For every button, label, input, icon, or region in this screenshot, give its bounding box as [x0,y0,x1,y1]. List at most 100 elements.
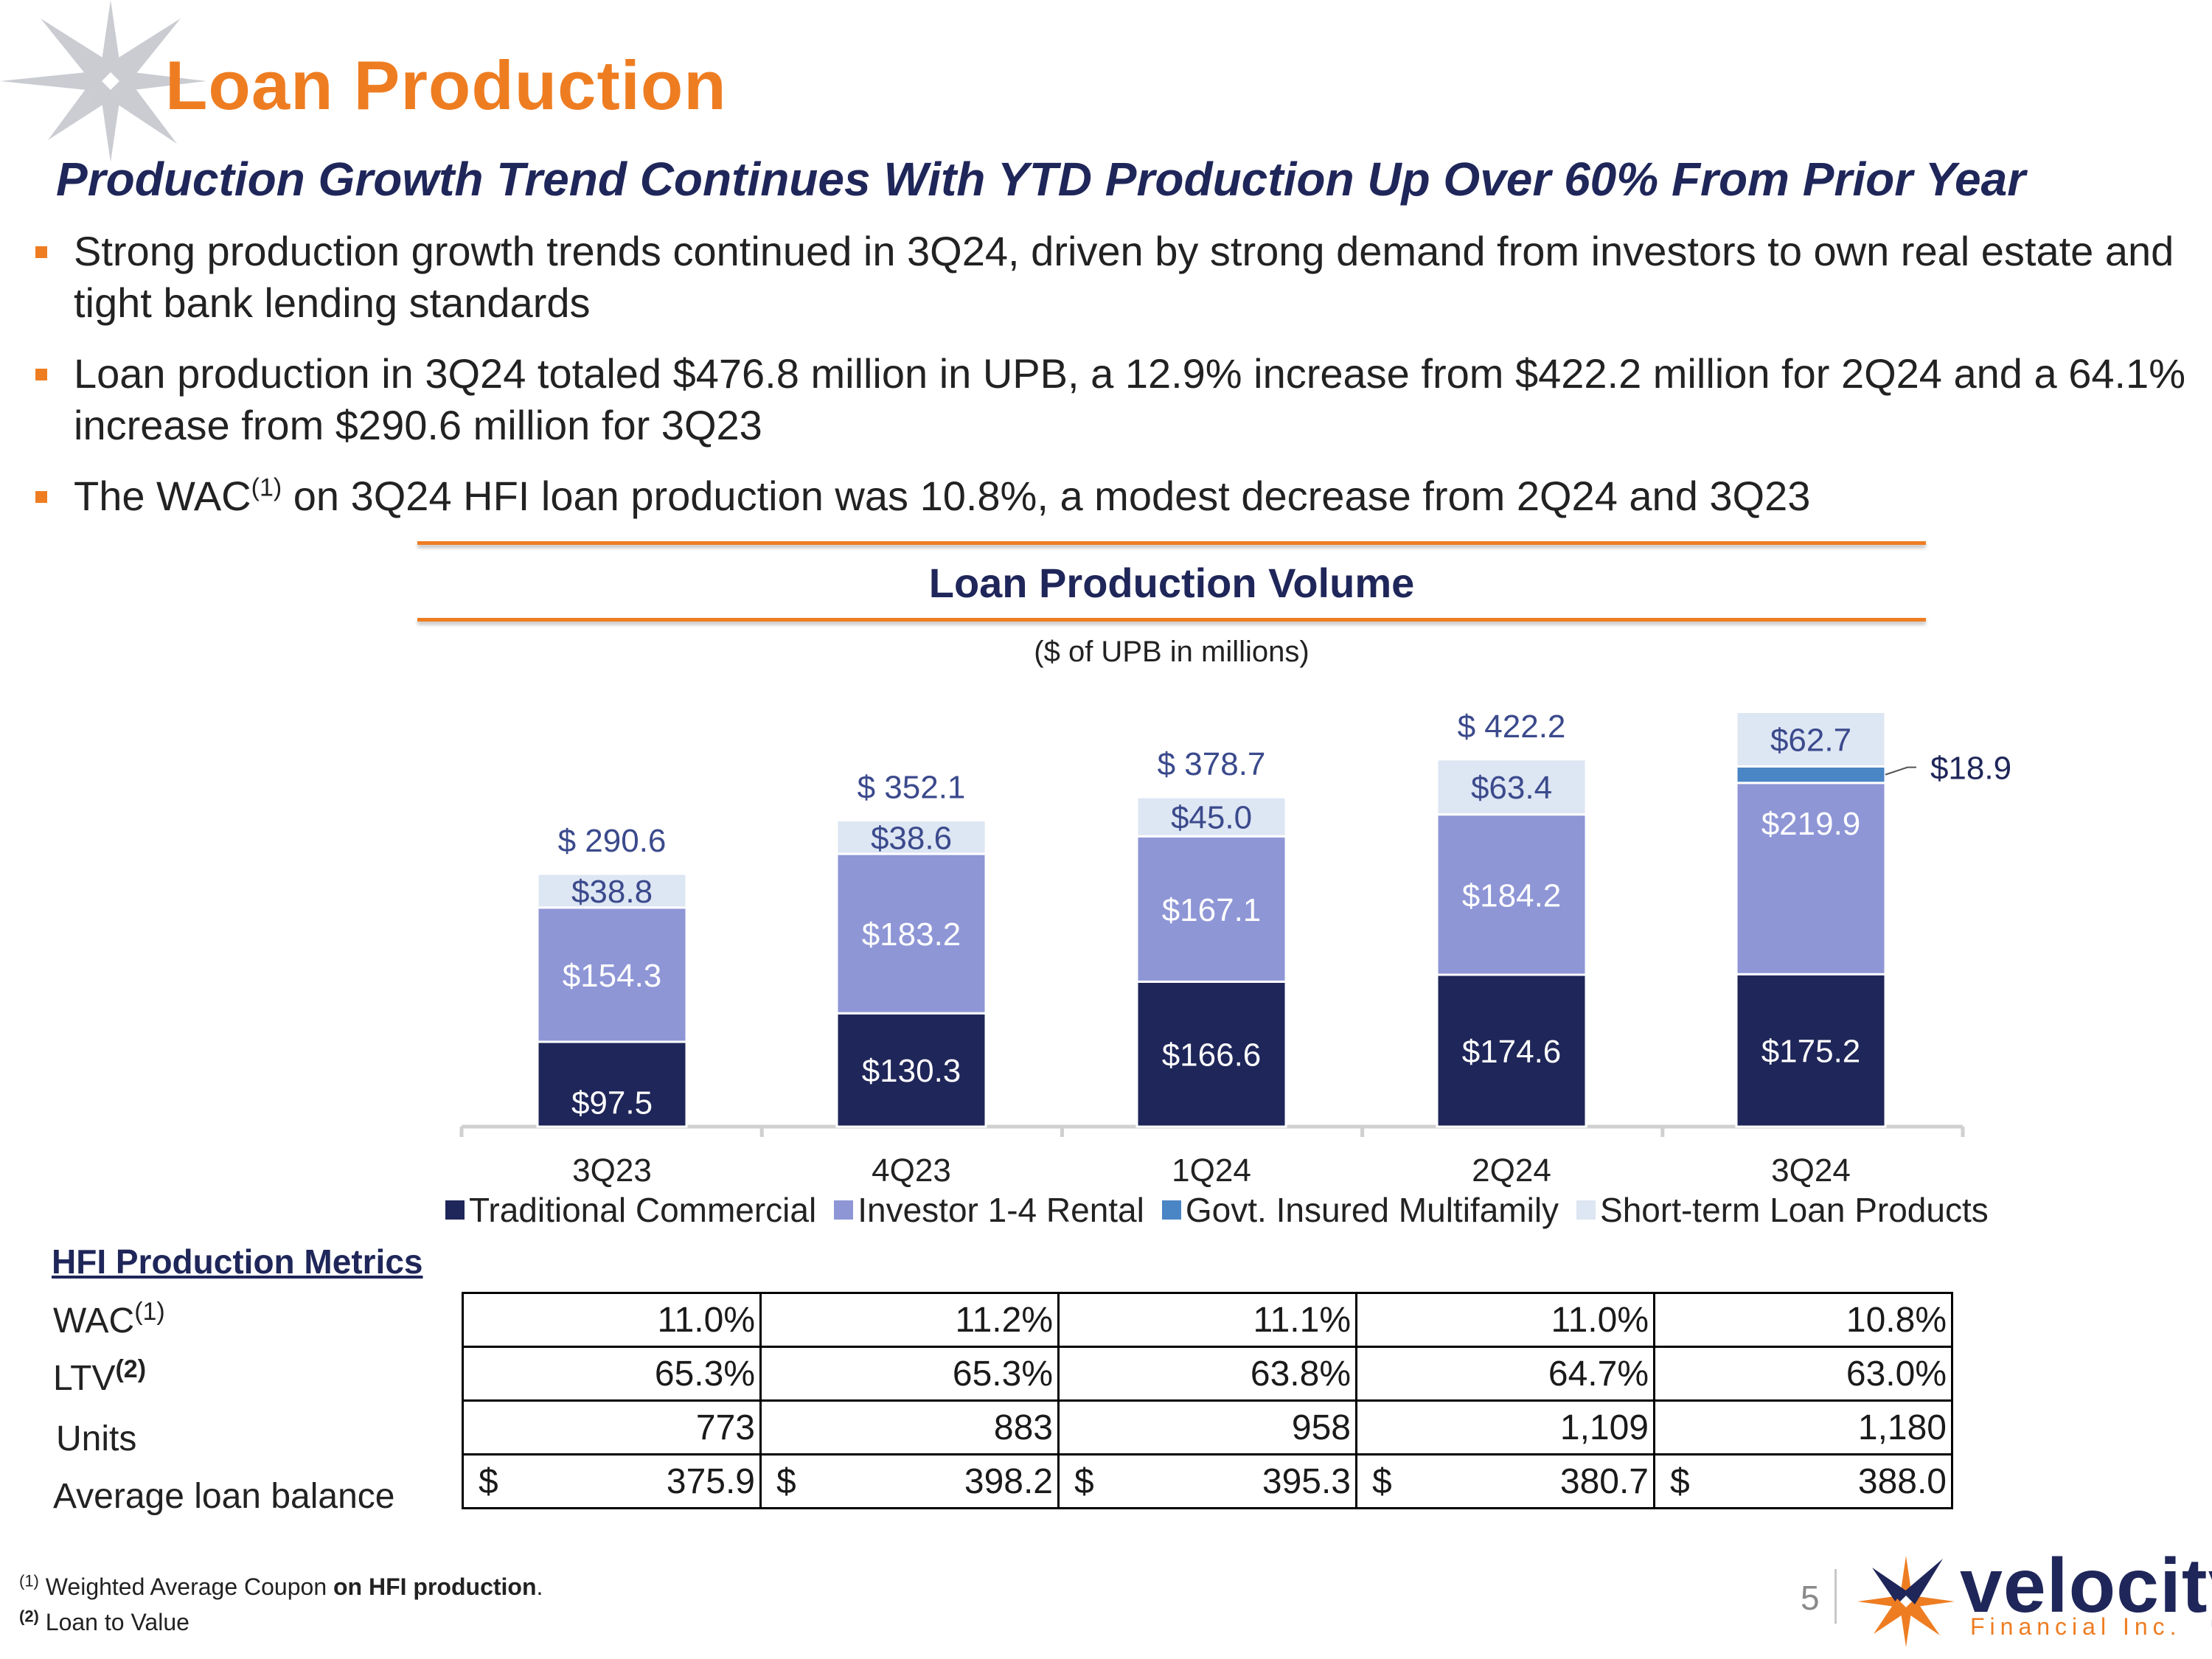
bar-segment [1135,835,1287,983]
table-cell: 11.0% [1355,1292,1655,1348]
footnote-bold-text: on HFI production [333,1573,537,1600]
bar-segment [536,872,688,909]
metrics-row-label: Units [56,1419,137,1458]
total-label: $ 290.6 [558,823,667,859]
page-number-divider [1834,1569,1837,1624]
star-logo-graphic [0,0,206,162]
table-cell: 64.7% [1355,1346,1655,1402]
footnote-2: (2) Loan to Value [19,1604,543,1640]
x-tick-label: 3Q24 [1771,1152,1851,1189]
bar-segment [835,819,987,855]
page-subtitle: Production Growth Trend Continues With Y… [56,153,2026,206]
currency-symbol: $ [479,1461,498,1501]
x-tick-label: 1Q24 [1172,1152,1251,1189]
footnote-text: Loan to Value [38,1609,189,1635]
table-cell: 773 [462,1399,762,1455]
table-cell: 10.8% [1653,1292,1953,1348]
legend-swatch [1576,1200,1596,1220]
bar-segment [835,852,987,1015]
bar-segment [835,1012,987,1128]
cell-value: 380.7 [1559,1461,1649,1501]
table-cell: 63.0% [1653,1346,1953,1402]
velocity-star-icon [1857,1556,1955,1647]
bullet-text-post: on 3Q24 HFI loan production was 10.8%, a… [282,473,1811,519]
data-label: $38.6 [871,820,952,856]
metrics-row-label-sup: (2) [115,1355,147,1383]
footnote-text: Weighted Average Coupon [38,1573,333,1600]
bullet-item: The WAC(1) on 3Q24 HFI loan production w… [32,470,2200,522]
bullet-text: Loan production in 3Q24 totaled $476.8 m… [74,350,2185,448]
table-cell: 1,180 [1653,1399,1953,1455]
table-cell: 883 [759,1399,1060,1455]
table-row: 773 883 958 1,109 1,180 [462,1399,1953,1455]
data-label: $62.7 [1770,722,1851,758]
footnote-1: (1) Weighted Average Coupon on HFI produ… [19,1569,543,1604]
cell-value: 398.2 [964,1461,1053,1501]
table-row: 65.3% 65.3% 63.8% 64.7% 63.0% [462,1346,1953,1402]
table-row: $375.9 $398.2 $395.3 $380.7 $388.0 [462,1453,1953,1509]
bullet-text: Strong production growth trends continue… [74,228,2174,326]
table-cell: 65.3% [462,1346,762,1402]
legend-item: Short-term Loan Products [1576,1190,1989,1230]
table-cell: 958 [1057,1399,1357,1455]
table-cell: 1,109 [1355,1399,1655,1455]
data-label: $97.5 [571,1085,653,1121]
bar-segment [536,906,688,1043]
legend-label: Traditional Commercial [469,1191,817,1229]
data-label: $63.4 [1471,770,1552,806]
bullet-square-icon [35,491,47,503]
brand-logo-text: velocity [1960,1543,2212,1629]
chart-title: Loan Production Volume [928,560,1415,606]
chart-legend: Traditional Commercial Investor 1-4 Rent… [445,1190,1989,1230]
data-label: $45.0 [1171,800,1252,836]
bullet-square-icon [35,246,47,258]
legend-label: Investor 1-4 Rental [858,1191,1144,1229]
bullet-list: Strong production growth trends continue… [32,226,2200,541]
metrics-row-label: Average loan balance [53,1477,395,1516]
data-label: $219.9 [1761,806,1861,842]
currency-symbol: $ [1372,1461,1392,1501]
table-cell: $380.7 [1355,1453,1655,1509]
footnote-end: . [536,1573,543,1600]
bullet-text-pre: The WAC [74,473,251,519]
data-label: $175.2 [1761,1034,1861,1070]
legend-item: Traditional Commercial [445,1190,816,1230]
metrics-table: 11.0% 11.2% 11.1% 11.0% 10.8% 65.3% 65.3… [462,1292,1953,1509]
data-label: $166.6 [1162,1037,1262,1074]
total-label: $ 422.2 [1458,709,1566,745]
data-label: $130.3 [862,1053,961,1089]
bar-segment [1436,758,1587,816]
footnote-mark: (1) [19,1571,39,1590]
cell-value: 388.0 [1857,1461,1947,1501]
table-cell: 11.2% [759,1292,1060,1348]
total-label: $ 352.1 [858,770,966,806]
bullet-item: Strong production growth trends continue… [32,226,2200,329]
metrics-heading: HFI Production Metrics [52,1242,423,1281]
data-label: $184.2 [1462,877,1562,914]
footnote-mark: (2) [19,1607,39,1626]
bar-segment [1735,782,1887,975]
legend-label: Govt. Insured Multifamily [1185,1191,1559,1229]
bar-segment [1436,973,1587,1128]
table-cell: 11.1% [1057,1292,1357,1348]
metrics-row-label-sup: (1) [134,1298,165,1326]
data-label: $183.2 [862,917,961,953]
data-label: $38.8 [571,874,653,910]
table-row: 11.0% 11.2% 11.1% 11.0% 10.8% [462,1292,1953,1348]
x-tick-label: 4Q23 [872,1152,951,1189]
legend-swatch [1161,1200,1181,1220]
total-label: $ 378.7 [1158,746,1266,782]
cell-value: 375.9 [666,1461,755,1501]
stacked-bar-chart: $97.5 $154.3 $38.8 $ 290.6 3Q23 $130.3 $183.2 $… [459,709,2011,1189]
bar-segment [1735,765,1887,785]
x-tick-label: 3Q23 [572,1152,652,1189]
bar-segment [1436,813,1587,976]
page-title: Loan Production [165,46,727,124]
metrics-row-label: LTV(2) [53,1355,147,1399]
data-label: $174.6 [1462,1034,1562,1070]
table-cell: $395.3 [1057,1453,1357,1509]
footnotes: (1) Weighted Average Coupon on HFI produ… [19,1569,543,1640]
brand-logo-subtext: Financial Inc. [1970,1613,2182,1640]
legend-label: Short-term Loan Products [1600,1191,1989,1229]
metrics-row-label-text: WAC [53,1301,135,1340]
